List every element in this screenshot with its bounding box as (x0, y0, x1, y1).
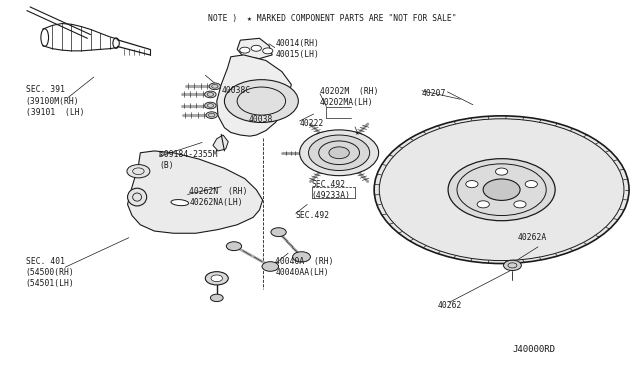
Text: NOTE )  ★ MARKED COMPONENT PARTS ARE "NOT FOR SALE": NOTE ) ★ MARKED COMPONENT PARTS ARE "NOT… (209, 14, 457, 23)
Circle shape (308, 135, 370, 170)
Circle shape (227, 242, 242, 251)
Polygon shape (213, 135, 228, 151)
Ellipse shape (127, 188, 147, 206)
Circle shape (251, 45, 261, 51)
Circle shape (240, 47, 250, 53)
Circle shape (262, 262, 278, 271)
Circle shape (205, 102, 216, 109)
Circle shape (206, 112, 218, 118)
Circle shape (127, 164, 150, 178)
Circle shape (211, 275, 223, 282)
Polygon shape (217, 55, 291, 136)
Text: 40207: 40207 (422, 89, 446, 98)
Text: SEC.492
(49233A): SEC.492 (49233A) (312, 180, 351, 200)
Circle shape (205, 91, 216, 98)
Text: 40222: 40222 (300, 119, 324, 128)
Circle shape (504, 260, 522, 270)
Text: SEC. 391
(39100M(RH)
(39101  (LH): SEC. 391 (39100M(RH) (39101 (LH) (26, 86, 84, 117)
Text: 40262A: 40262A (518, 233, 547, 242)
Circle shape (225, 80, 298, 122)
Text: ★: ★ (355, 128, 360, 137)
Circle shape (495, 168, 508, 175)
Circle shape (466, 180, 478, 187)
Text: 40014(RH)
40015(LH): 40014(RH) 40015(LH) (275, 39, 319, 60)
Circle shape (211, 294, 223, 302)
Text: 40038: 40038 (248, 115, 273, 124)
Text: 40262: 40262 (438, 301, 462, 311)
Ellipse shape (171, 199, 189, 206)
Polygon shape (127, 151, 262, 233)
Circle shape (374, 116, 629, 263)
Circle shape (205, 272, 228, 285)
Circle shape (292, 252, 310, 262)
Circle shape (300, 130, 379, 176)
Polygon shape (237, 38, 272, 59)
Text: 40040A  (RH)
40040AA(LH): 40040A (RH) 40040AA(LH) (275, 257, 334, 277)
Circle shape (477, 201, 490, 208)
Text: SEC.492: SEC.492 (296, 211, 330, 220)
Circle shape (525, 180, 538, 187)
Text: ®09184-2355M
(B): ®09184-2355M (B) (159, 150, 218, 170)
Circle shape (329, 147, 349, 159)
Circle shape (514, 201, 526, 208)
Text: 40202M  (RH)
40202MA(LH): 40202M (RH) 40202MA(LH) (320, 87, 378, 108)
Text: 40038C: 40038C (221, 86, 250, 94)
Circle shape (262, 48, 273, 54)
Circle shape (209, 83, 221, 90)
Text: SEC. 401
(54500(RH)
(54501(LH): SEC. 401 (54500(RH) (54501(LH) (26, 257, 74, 288)
Circle shape (271, 228, 286, 237)
Text: 40262N  (RH)
40262NA(LH): 40262N (RH) 40262NA(LH) (189, 187, 248, 207)
Circle shape (448, 159, 555, 221)
Circle shape (483, 179, 520, 201)
Text: J40000RD: J40000RD (513, 345, 556, 354)
